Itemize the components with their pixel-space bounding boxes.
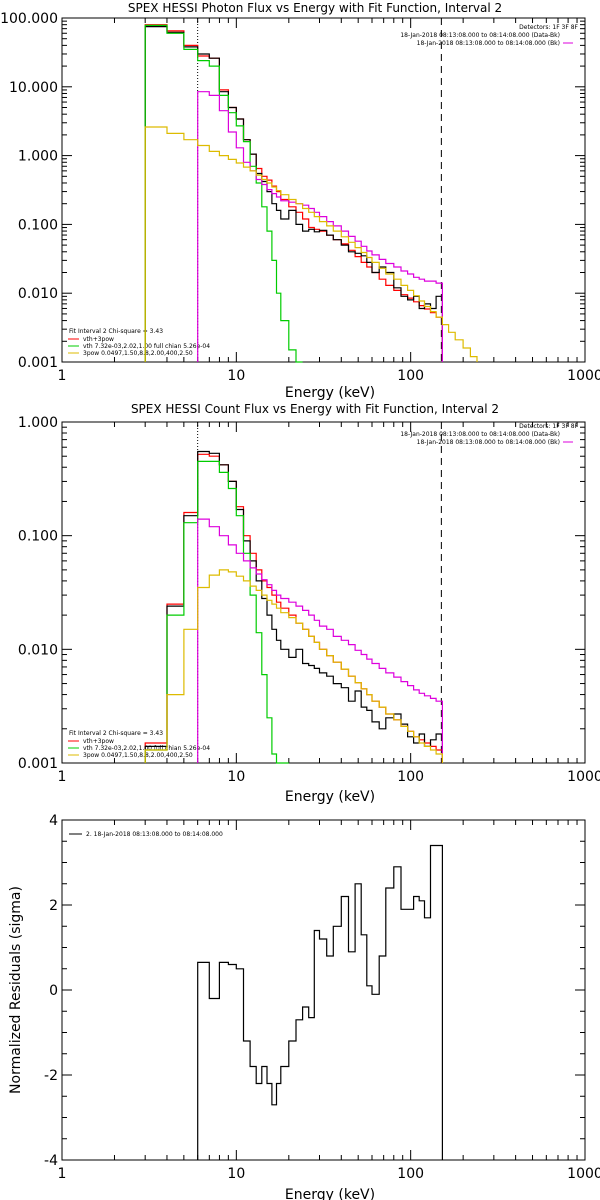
panel3-xtick-label: 100 (397, 1166, 424, 1182)
panel2-series-3 (197, 518, 443, 763)
panel2-xtick-label: 100 (397, 769, 424, 785)
panel2-title: SPEX HESSI Count Flux vs Energy with Fit… (131, 402, 499, 416)
panel2-legend-3pow: 3pow 0.0497,1.50,8.8,2.00,400,2.50 (83, 752, 193, 759)
panel3-ytick-label: 2 (49, 898, 58, 914)
panel2-xtick-label: 10 (227, 769, 245, 785)
panel1-legend-vth: vth 7.32e-03,2.02,1.00 full chian 5.26e-… (83, 343, 210, 350)
panel2-series-1 (144, 450, 443, 763)
panel1-ytick-label: 1.000 (18, 149, 58, 165)
panel1-series-1 (144, 26, 443, 362)
panel1-legend-vth3pow: vth+3pow (83, 336, 114, 343)
panel1-xtick-label: 1000 (567, 368, 600, 384)
panel3-ytick-label: 0 (49, 983, 58, 999)
panel1-ytick-label: 0.100 (18, 217, 58, 233)
panel2-legend-bk: 18-Jan-2018 08:13:08.000 to 08:14:08.000… (417, 439, 560, 446)
panel1-xtick-label: 1 (58, 368, 67, 384)
panel1-legend-detectors: Detectors: 1F 3F 8F (519, 24, 578, 31)
panel1-ytick-label: 10.000 (9, 80, 58, 96)
panel2-series-4 (144, 569, 443, 763)
panel3-series-0 (197, 844, 443, 1160)
panel3-xtick-label: 10 (227, 1166, 245, 1182)
panel1-series-4 (144, 126, 478, 362)
panel2-plot-frame (61, 421, 586, 764)
panel2-legend-fit: Fit Interval 2 Chi-square = 3.43 (69, 730, 163, 737)
panel3-xtick-label: 1 (58, 1166, 67, 1182)
panel2-legend-detectors: Detectors: 1F 3F 8F (519, 423, 578, 430)
panel1-xlabel: Energy (keV) (285, 385, 375, 401)
panel3-xlabel: Energy (keV) (285, 1187, 375, 1200)
panel3-ytick-label: -2 (44, 1068, 58, 1084)
panel1-legend-databk: 18-Jan-2018 08:13:08.000 to 08:14:08.000… (400, 32, 560, 39)
panel2-ytick-label: 1.000 (18, 415, 58, 431)
panel2-xtick-label: 1 (58, 769, 67, 785)
panel1-legend-fit: Fit Interval 2 Chi-square = 3.43 (69, 328, 163, 335)
panel2-ytick-label: 0.010 (18, 642, 58, 658)
panel2-legend-vth: vth 7.32e-03,2.02,1.00 full chian 5.26e-… (83, 745, 210, 752)
panel1-ytick-label: 0.010 (18, 286, 58, 302)
panel2-series-2 (144, 460, 289, 764)
panel3-legend-interval: 2. 18-Jan-2018 08:13:08.000 to 08:14:08.… (86, 831, 223, 838)
panel2-legend-vth3pow: vth+3pow (83, 738, 114, 745)
panel1-legend-bk: 18-Jan-2018 08:13:08.000 to 08:14:08.000… (417, 40, 560, 47)
panel3-ytick-label: 4 (49, 813, 58, 829)
panel1-xtick-label: 10 (227, 368, 245, 384)
panel2-ytick-label: 0.100 (18, 529, 58, 545)
panel2-xtick-label: 1000 (567, 769, 600, 785)
panel3-ylabel: Normalized Residuals (sigma) (8, 886, 24, 1094)
panel1-xtick-label: 100 (397, 368, 424, 384)
panel1-ytick-label: 100.000 (0, 11, 58, 27)
panel2-xlabel: Energy (keV) (285, 789, 375, 805)
panel3-ytick-label: -4 (44, 1153, 58, 1169)
panel2-legend-databk: 18-Jan-2018 08:13:08.000 to 08:14:08.000… (400, 431, 560, 438)
panel1-title: SPEX HESSI Photon Flux vs Energy with Fi… (128, 1, 502, 15)
panel1-legend-3pow: 3pow 0.0497,1.50,8.8,2.00,400,2.50 (83, 350, 193, 357)
panel1-series-2 (144, 24, 303, 363)
panel2-ytick-label: 0.001 (18, 756, 58, 772)
panel1-ytick-label: 0.001 (18, 355, 58, 371)
panel1-plot-frame (61, 17, 586, 363)
panel3-xtick-label: 1000 (567, 1166, 600, 1182)
